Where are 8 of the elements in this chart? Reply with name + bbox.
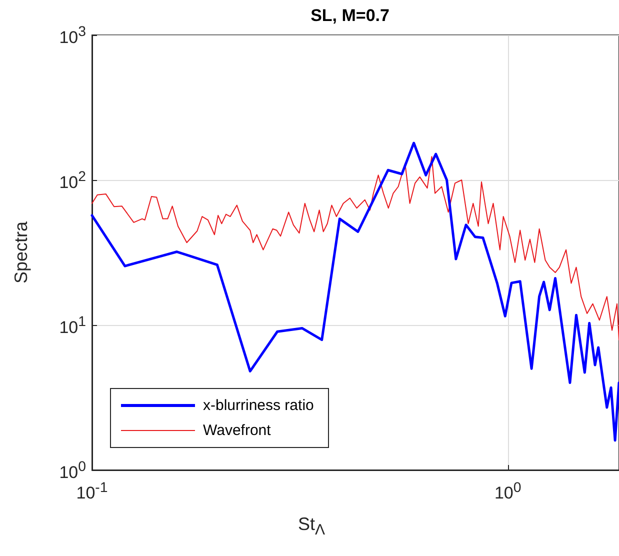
legend-label: x-blurriness ratio [203, 397, 314, 414]
y-tick-label: 10$^{1}$ [59, 313, 86, 338]
y-axis-title: Spectra [11, 220, 31, 284]
legend-label: Wavefront [203, 422, 271, 439]
y-tick-label: 10$^{3}$ [59, 23, 86, 48]
chart-title: SL, M=0.7 [310, 6, 390, 25]
y-tick-label: 10$^{2}$ [59, 168, 86, 193]
x-axis-title: St$_{Λ}$ [298, 514, 326, 541]
